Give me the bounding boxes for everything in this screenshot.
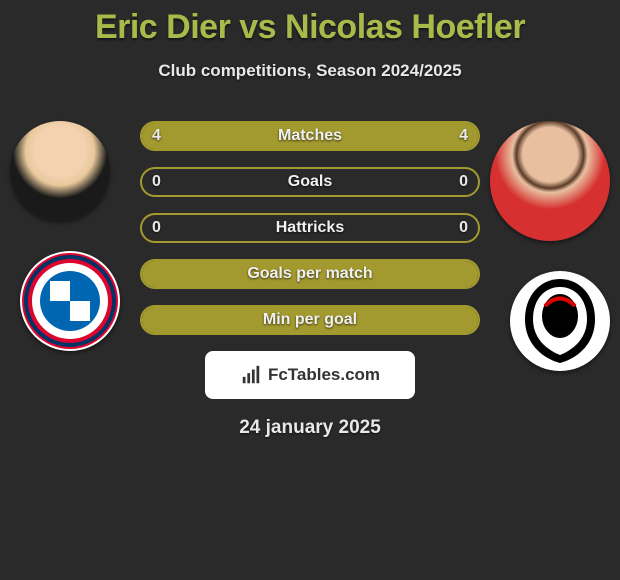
attribution-text: FcTables.com	[268, 365, 380, 385]
player-right-photo	[490, 121, 610, 241]
freiburg-logo-icon	[510, 271, 610, 371]
stat-value-right: 4	[438, 127, 478, 145]
comparison-area: 4Matches40Goals00Hattricks0Goals per mat…	[0, 111, 620, 335]
comparison-subtitle: Club competitions, Season 2024/2025	[0, 61, 620, 81]
stat-label: Matches	[182, 127, 438, 145]
stat-row: 0Hattricks0	[140, 213, 480, 243]
stat-row: Min per goal	[140, 305, 480, 335]
stat-label: Min per goal	[182, 311, 438, 329]
stat-row: Goals per match	[140, 259, 480, 289]
stat-label: Goals	[182, 173, 438, 191]
player-left-photo	[10, 121, 110, 221]
club-right-logo	[510, 271, 610, 371]
stat-value-left: 4	[142, 127, 182, 145]
stat-row: 4Matches4	[140, 121, 480, 151]
stat-value-left: 0	[142, 173, 182, 191]
stat-value-right: 0	[438, 173, 478, 191]
stat-value-left: 0	[142, 219, 182, 237]
comparison-title: Eric Dier vs Nicolas Hoefler	[0, 0, 620, 47]
attribution-badge: FcTables.com	[205, 351, 415, 399]
chart-icon	[240, 364, 262, 386]
stat-value-right: 0	[438, 219, 478, 237]
stat-label: Hattricks	[182, 219, 438, 237]
bayern-logo-icon	[20, 251, 120, 351]
club-left-logo	[20, 251, 120, 351]
snapshot-date: 24 january 2025	[0, 417, 620, 439]
stat-rows: 4Matches40Goals00Hattricks0Goals per mat…	[140, 111, 480, 335]
stat-label: Goals per match	[182, 265, 438, 283]
stat-row: 0Goals0	[140, 167, 480, 197]
